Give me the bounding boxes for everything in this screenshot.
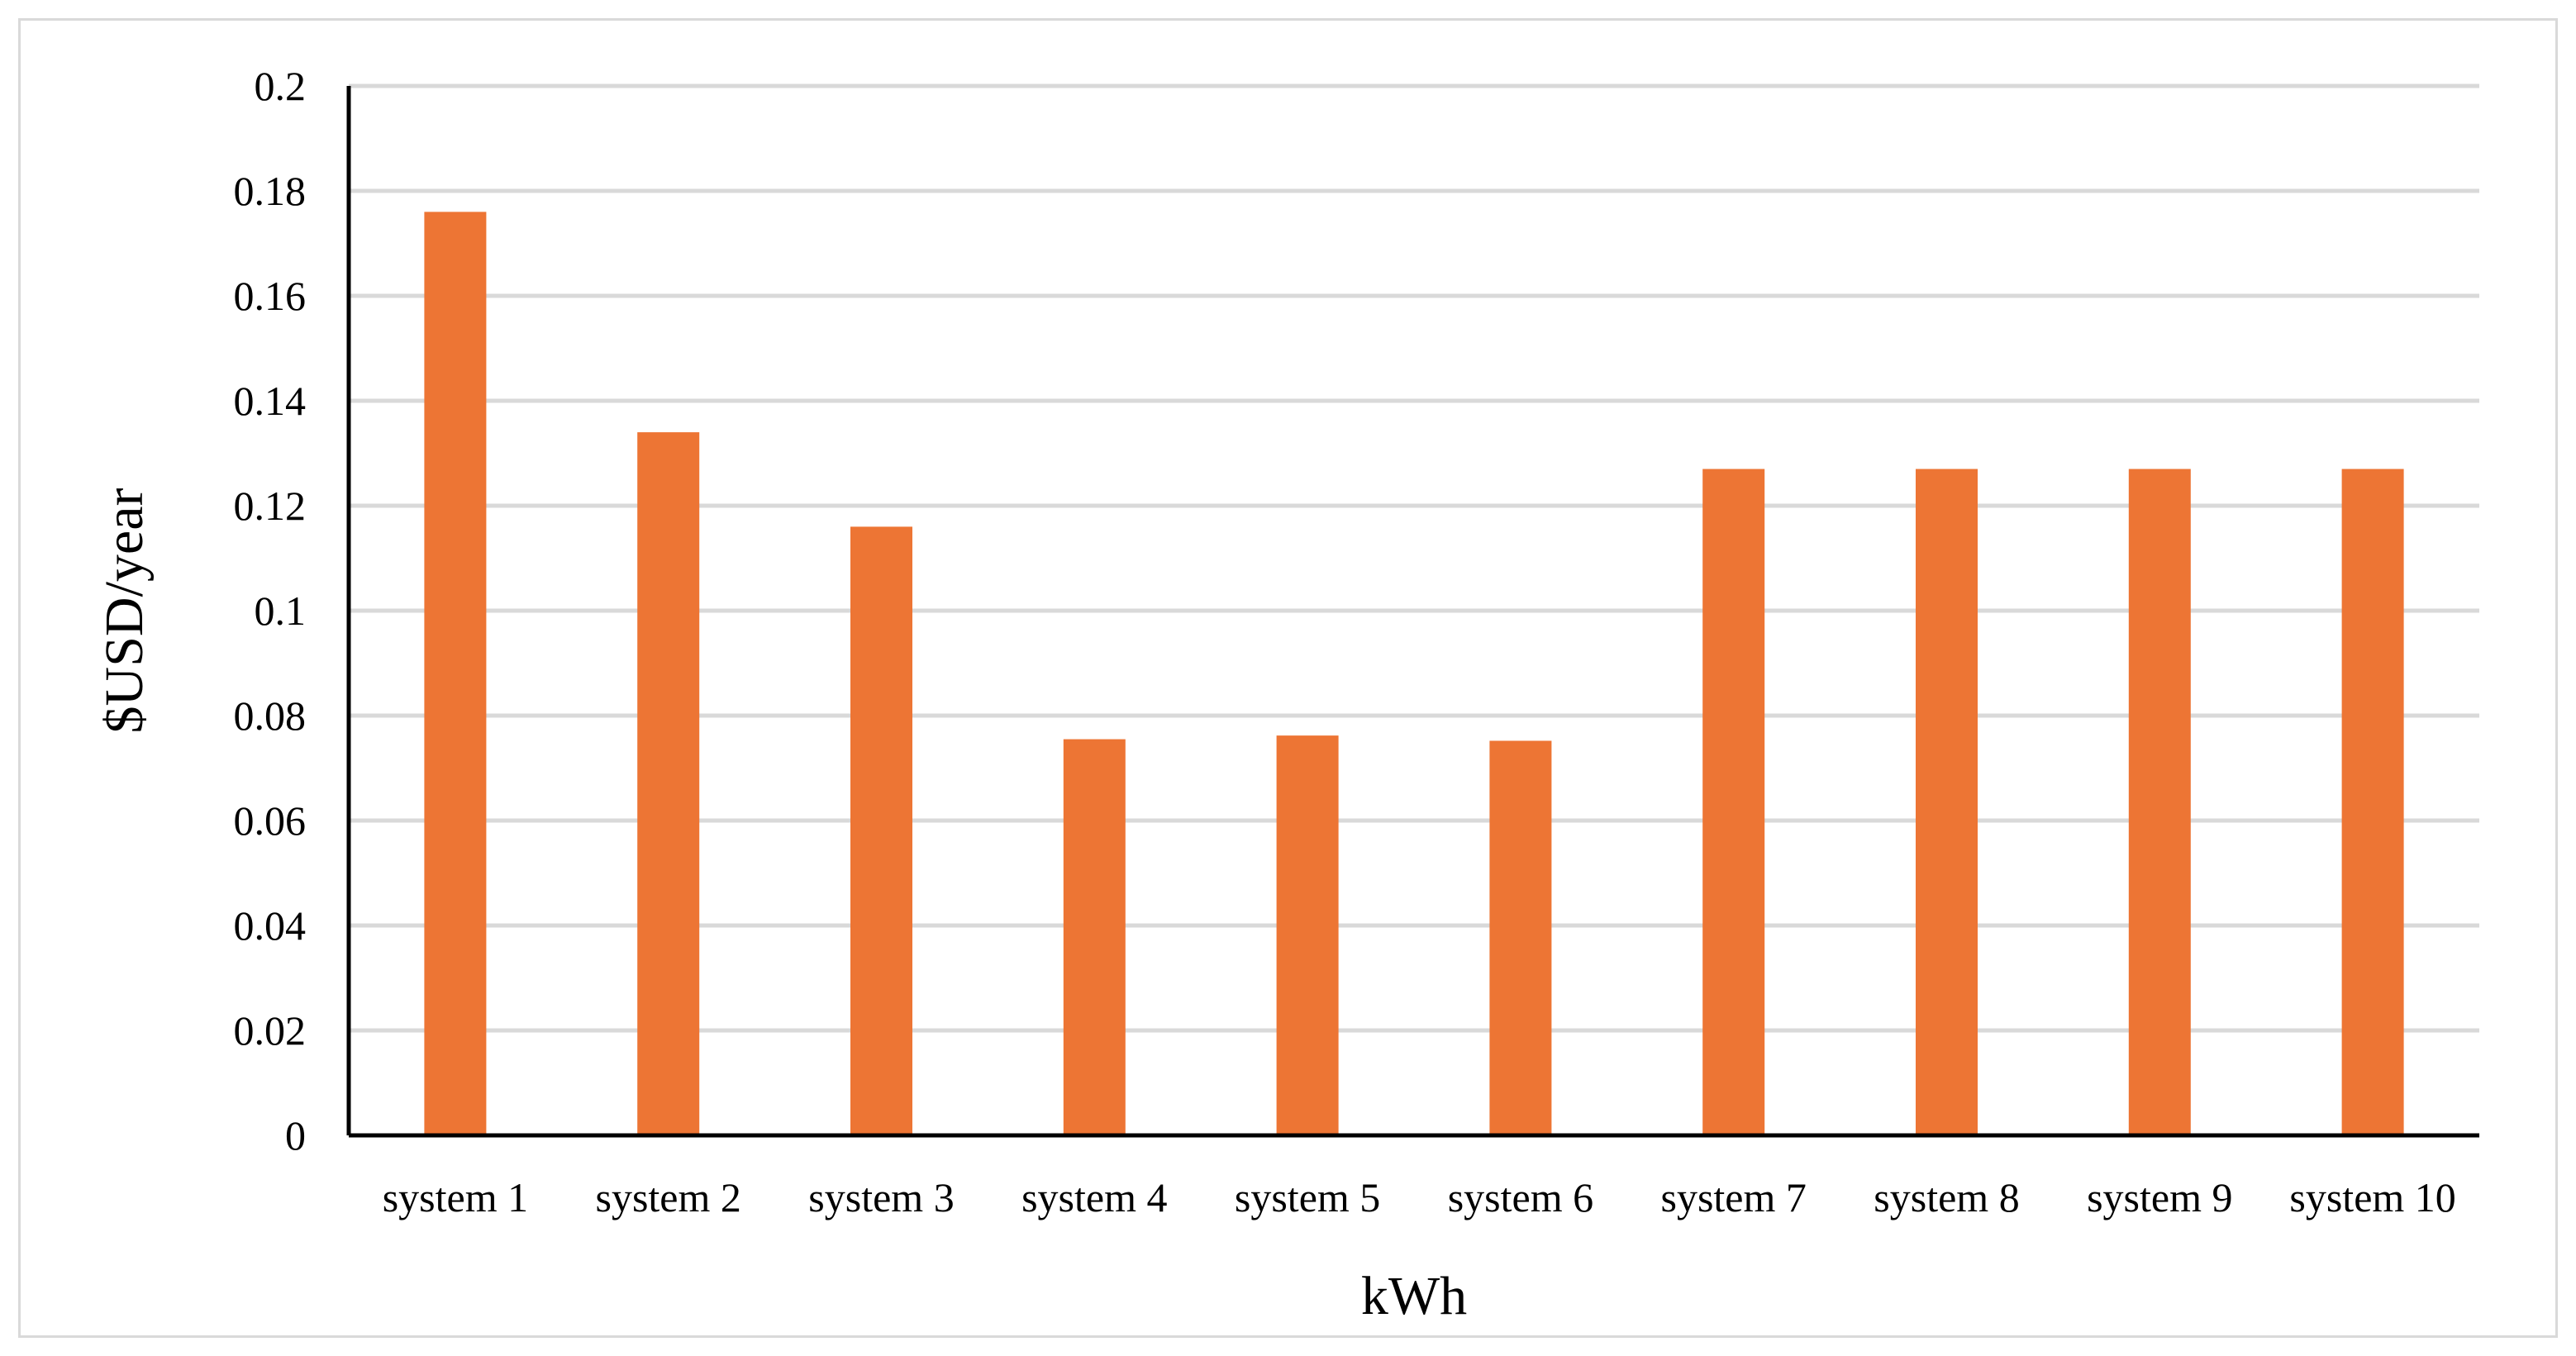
gridlines [349,83,2479,1033]
bar [2128,469,2191,1135]
x-tick-label: system 8 [1874,1174,2019,1220]
bar [1063,739,1126,1135]
y-tick-labels: 0 0.02 0.04 0.06 0.08 0.1 0.12 0.14 0.16 0.18 0.2 [234,63,307,1159]
y-tick-label: 0.08 [234,692,307,739]
x-tick-label: system 1 [383,1174,528,1220]
x-tick-label: system 10 [2289,1174,2455,1220]
y-tick-label: 0.12 [234,483,307,529]
x-tick-label: system 2 [595,1174,740,1220]
bars [424,212,2404,1135]
axes [346,86,2479,1138]
bar [424,212,487,1135]
y-tick-label: 0.16 [234,273,307,319]
x-tick-label: system 7 [1660,1174,1806,1220]
x-tick-label: system 3 [808,1174,954,1220]
bar [1489,740,1552,1135]
x-tick-label: system 9 [2087,1174,2232,1220]
bar [637,432,700,1135]
x-axis-title: kWh [1361,1266,1467,1326]
y-tick-label: 0.04 [234,902,307,949]
y-tick-label: 0 [285,1112,306,1159]
bar [1702,469,1765,1135]
y-tick-label: 0.14 [234,378,307,424]
x-tick-label: system 4 [1021,1174,1167,1220]
bar [1276,735,1339,1135]
x-tick-labels: system 1 system 2 system 3 system 4 system 5… [383,1174,2456,1220]
bar [1916,469,1978,1135]
y-tick-label: 0.18 [234,168,307,214]
bar [2341,469,2404,1135]
x-tick-label: system 6 [1448,1174,1593,1220]
y-tick-label: 0.02 [234,1007,307,1054]
bar [850,526,912,1135]
y-tick-label: 0.06 [234,797,307,844]
y-tick-label: 0.2 [255,63,307,109]
x-tick-label: system 5 [1235,1174,1380,1220]
y-axis-title: $USD/year [94,488,155,734]
y-tick-label: 0.1 [255,588,307,634]
